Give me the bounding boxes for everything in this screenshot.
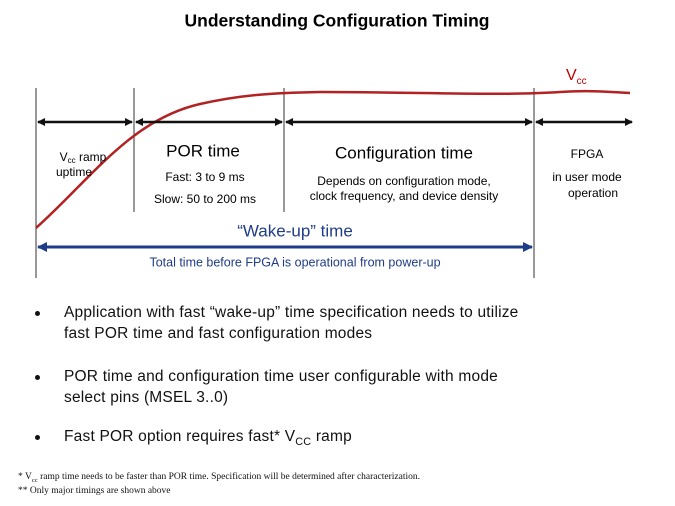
bullet-dot (35, 375, 40, 380)
diagram: Understanding Configuration Timing Vcc V… (35, 11, 633, 278)
wake-up-heading: “Wake-up” time (237, 221, 353, 240)
bullet-dot (35, 311, 40, 316)
section-line: operation (568, 186, 618, 200)
subscript: CC (295, 436, 312, 449)
section-line: Fast: 3 to 9 ms (165, 170, 244, 184)
subscript: cc (31, 476, 38, 484)
bullet-line: Application with fast “wake-up” time spe… (64, 304, 519, 321)
section-line: Depends on configuration mode, (317, 174, 490, 188)
section-line: FPGA (571, 147, 604, 161)
bullet: Fast POR option requires fast* VCC ramp (64, 427, 352, 453)
vcc-curve (35, 89, 631, 229)
bullet-dot (35, 435, 40, 440)
section-heading: Configuration time (335, 143, 473, 162)
title: Understanding Configuration Timing (185, 11, 490, 31)
bullet-line: fast POR time and fast configuration mod… (64, 324, 373, 342)
footnote-text: ramp time needs to be faster than POR ti… (37, 472, 420, 482)
section-line: clock frequency, and device density (310, 189, 499, 203)
bullet-line: POR time and configuration time user con… (64, 368, 498, 385)
bullet: Application with fast “wake-up” time spe… (64, 303, 519, 344)
bullet-text: Fast POR option requires fast* V (64, 428, 296, 445)
section-heading: POR time (166, 141, 240, 160)
bullet-text: ramp (311, 428, 352, 445)
footnote: * Vcc ramp time needs to be faster than … (18, 472, 420, 484)
vcc-label: Vcc (566, 67, 587, 86)
wake-up-caption: Total time before FPGA is operational fr… (149, 255, 440, 269)
section-line: Vcc ramp (60, 150, 107, 165)
section-line: Slow: 50 to 200 ms (154, 192, 256, 206)
footnote-text: V (24, 472, 32, 482)
section-line: in user mode (552, 170, 622, 184)
section-line: uptime (56, 165, 92, 179)
footnote: ** Only major timings are shown above (18, 486, 171, 496)
dividers (35, 88, 535, 278)
bullet-line: select pins (MSEL 3..0) (64, 388, 229, 406)
footnote-text: * (18, 472, 25, 482)
bullet: POR time and configuration time user con… (64, 367, 498, 408)
